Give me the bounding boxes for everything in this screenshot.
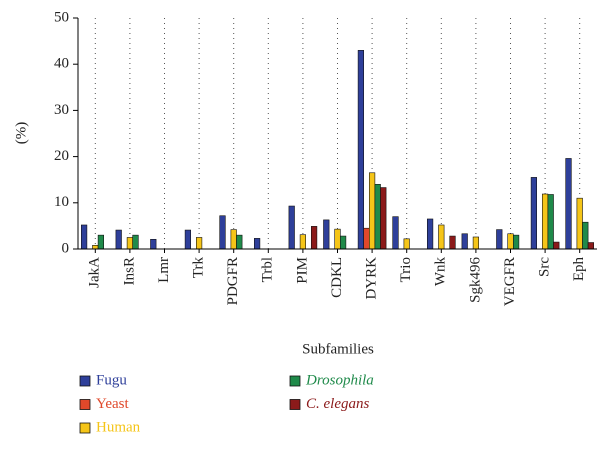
bar xyxy=(461,233,468,250)
bar xyxy=(357,50,365,250)
legend-swatch xyxy=(289,399,301,410)
bar xyxy=(288,205,295,250)
x-tick-label: Eph xyxy=(571,257,587,282)
bar xyxy=(97,234,104,250)
bar xyxy=(587,242,594,250)
bar xyxy=(254,238,261,250)
x-tick-label: PDGFR xyxy=(225,257,241,305)
bar xyxy=(380,187,387,250)
bar xyxy=(530,177,537,250)
bar xyxy=(576,197,583,250)
x-tick-label: PIM xyxy=(294,257,310,284)
legend-swatch xyxy=(79,375,91,387)
bar xyxy=(115,229,122,250)
legend-swatch xyxy=(79,399,91,410)
legend-label: Drosophila xyxy=(305,372,374,388)
legend-label: Fugu xyxy=(96,372,127,388)
x-tick-label: Wnk xyxy=(433,257,449,287)
bar xyxy=(547,194,554,250)
bar xyxy=(334,228,341,250)
bar xyxy=(323,219,330,250)
y-tick-label: 40 xyxy=(54,56,69,72)
bar xyxy=(132,234,139,250)
bar xyxy=(541,193,549,250)
bar xyxy=(363,227,370,250)
x-tick-label: VEGFR xyxy=(502,257,518,306)
bar xyxy=(150,238,157,250)
bar xyxy=(392,216,399,250)
x-tick-label: DYRK xyxy=(364,257,380,300)
bar xyxy=(565,158,572,250)
x-tick-label: Trbl xyxy=(260,257,276,282)
y-tick-label: 10 xyxy=(54,194,69,210)
legend-swatch xyxy=(289,375,301,387)
bar xyxy=(449,235,456,250)
bar xyxy=(81,224,88,250)
x-tick-label: Trio xyxy=(398,257,414,282)
bar xyxy=(438,224,445,250)
bar xyxy=(553,241,560,250)
bar xyxy=(496,229,503,250)
bar xyxy=(126,237,133,250)
bar xyxy=(196,237,203,250)
x-tick-label: InsR xyxy=(121,257,137,285)
bar xyxy=(230,229,237,250)
y-tick-label: 50 xyxy=(54,9,69,25)
bar xyxy=(507,233,514,250)
x-tick-label: JakA xyxy=(87,257,103,288)
bar xyxy=(92,245,99,250)
legend-label: Human xyxy=(96,419,141,435)
bar xyxy=(368,172,376,250)
x-tick-label: CDKL xyxy=(329,257,345,298)
bar xyxy=(374,184,381,250)
x-tick-label: Src xyxy=(537,257,553,277)
y-tick-label: 30 xyxy=(54,102,69,118)
bar xyxy=(472,236,480,250)
bar xyxy=(426,218,434,250)
legend-label: C. elegans xyxy=(306,396,369,412)
bar xyxy=(582,221,589,250)
bar xyxy=(219,215,226,250)
bar xyxy=(339,235,347,250)
legend-swatch xyxy=(79,422,91,434)
x-axis-label: Subfamilies xyxy=(302,341,374,357)
y-tick-label: 20 xyxy=(54,148,69,164)
bar xyxy=(512,234,520,250)
x-tick-label: Sgk496 xyxy=(467,257,483,303)
x-tick-label: Lmr xyxy=(156,257,172,283)
x-tick-label: Trk xyxy=(191,257,207,279)
bar xyxy=(184,229,192,250)
legend-label: Yeast xyxy=(96,396,129,412)
y-tick-label: 0 xyxy=(62,240,70,256)
bar xyxy=(299,234,307,250)
bar xyxy=(236,234,243,250)
bar xyxy=(403,238,410,250)
y-axis-label: (%) xyxy=(13,122,29,145)
bar xyxy=(310,226,318,250)
